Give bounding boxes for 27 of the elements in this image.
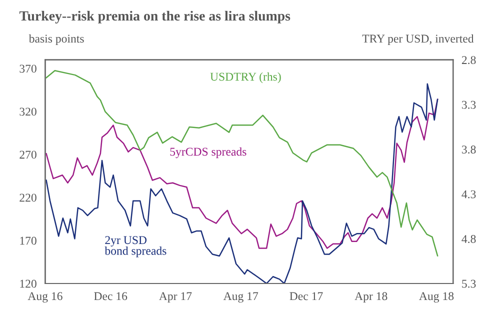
line-series <box>46 83 438 284</box>
y-tick-label: 320 <box>20 108 36 116</box>
y2-tick-label: 2.8 <box>462 56 476 64</box>
y-tick-label: 270 <box>20 150 36 159</box>
x-tick-label: Apr 17 <box>159 292 192 303</box>
y-tick-label: 120 <box>20 280 36 288</box>
y2-axis-title: TRY per USD, inverted <box>362 34 474 46</box>
y2-tick-label: 4.3 <box>462 190 476 198</box>
y2-tick-label: 3.3 <box>462 100 476 109</box>
y2-tick-label: 5.3 <box>462 280 476 288</box>
y-tick-label: 370 <box>20 64 36 73</box>
line-series <box>46 70 438 256</box>
series-label: 5yrCDS spreads <box>170 147 246 158</box>
series-label: 2yr USD bond spreads <box>104 236 166 258</box>
x-tick-label: Aug 17 <box>223 292 258 303</box>
chart-title: Turkey--risk premia on the rise as lira slumps <box>19 10 290 24</box>
y2-tick-label: 3.8 <box>462 146 476 154</box>
x-tick-label: Dec 16 <box>94 292 128 300</box>
text: USDTRY (rhs) <box>210 72 281 84</box>
x-tick-label: Apr 18 <box>354 292 388 303</box>
y-axis-title: basis points <box>28 34 84 46</box>
x-tick-label: Dec 17 <box>290 292 323 300</box>
y2-tick-label: 4.8 <box>462 235 476 244</box>
x-tick-label: Aug 18 <box>419 292 454 303</box>
x-tick-label: Aug 16 <box>28 292 62 303</box>
y-tick-label: 170 <box>20 236 36 245</box>
y-tick-label: 220 <box>20 194 36 202</box>
